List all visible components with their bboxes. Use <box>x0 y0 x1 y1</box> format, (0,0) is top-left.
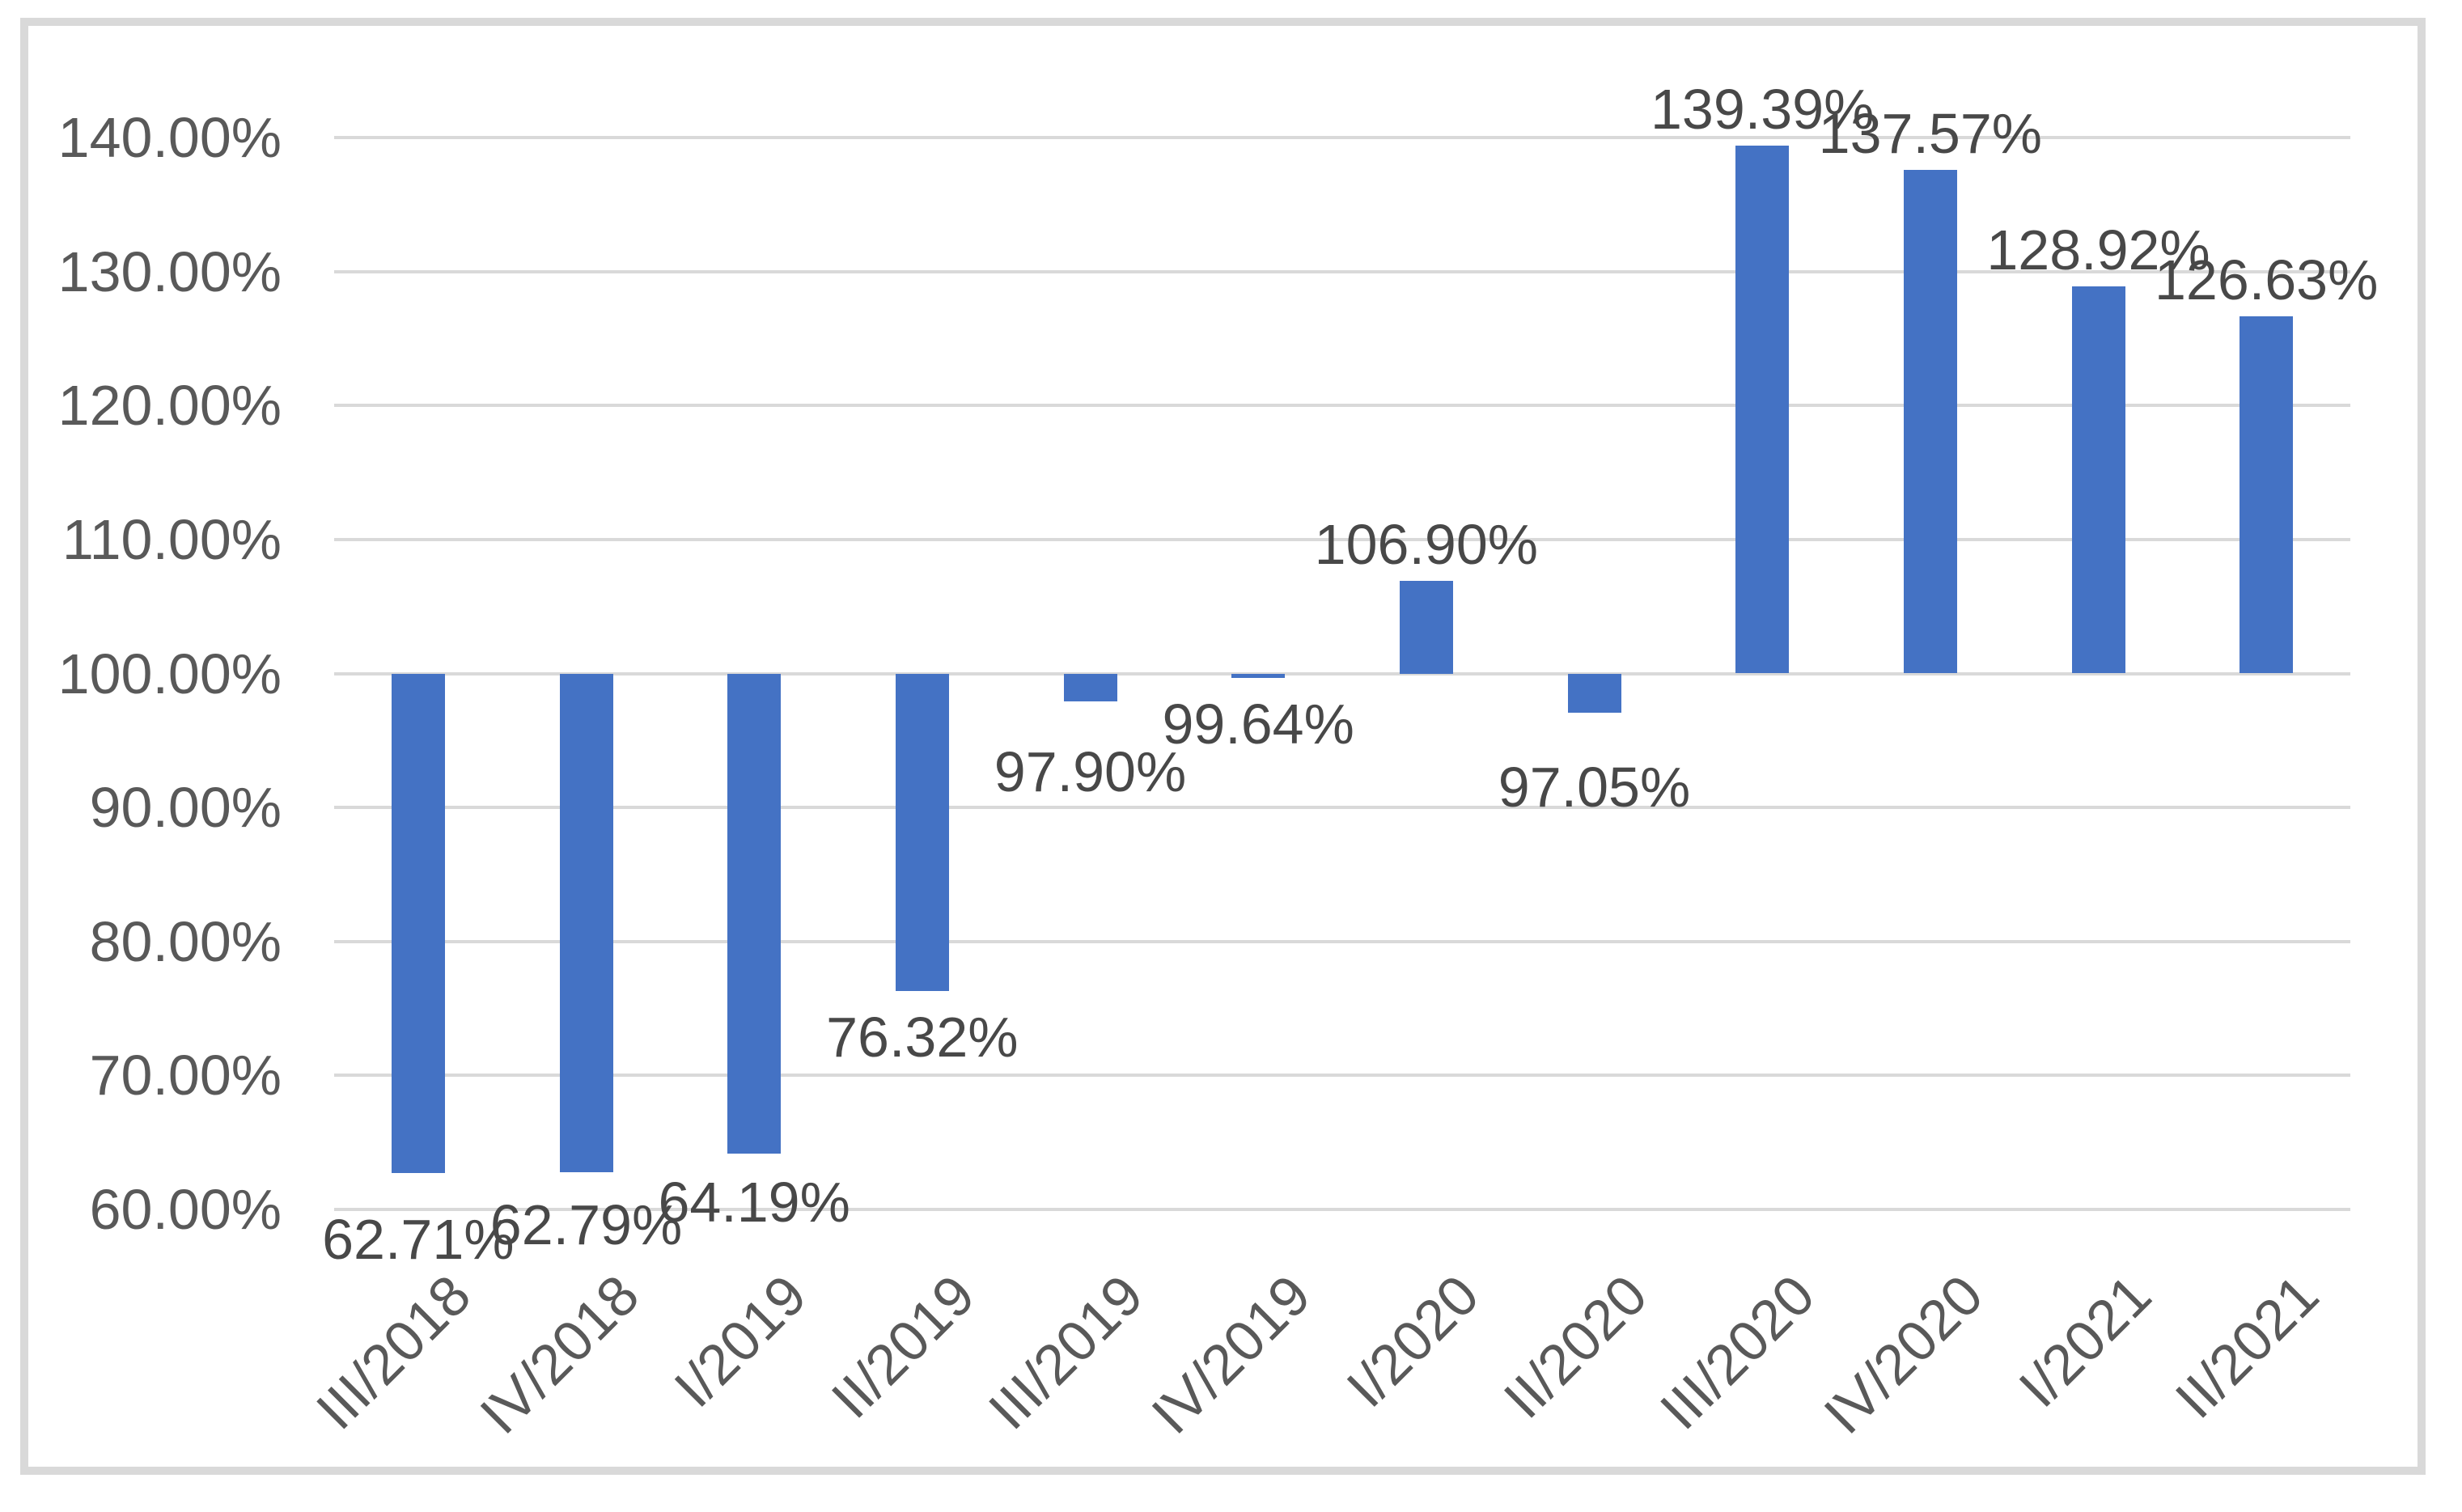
x-axis-category-label: III/2020 <box>1648 1263 1827 1442</box>
bar-data-label: 99.64% <box>1162 692 1354 756</box>
bar-III-2019 <box>1063 673 1117 702</box>
x-axis-category-label: II/2021 <box>2163 1263 2331 1430</box>
bar-data-label: 137.57% <box>1818 102 2042 166</box>
bar-II-2019 <box>895 673 949 991</box>
y-axis-tick-label: 130.00% <box>57 239 282 303</box>
bar-data-label: 97.90% <box>994 740 1187 804</box>
y-axis-tick-label: 110.00% <box>61 507 282 571</box>
x-axis-category-label: I/2021 <box>2006 1263 2163 1420</box>
bar-data-label: 97.05% <box>1498 756 1691 820</box>
y-axis-tick-label: 90.00% <box>89 776 282 840</box>
y-axis-tick-label: 80.00% <box>89 909 282 973</box>
bar-IV-2019 <box>1231 673 1286 679</box>
x-axis-category-label: III/2018 <box>304 1263 483 1442</box>
gridline <box>334 1208 2350 1211</box>
x-axis-category-label: III/2019 <box>976 1263 1155 1442</box>
bar-IV-2018 <box>559 673 613 1172</box>
bar-data-label: 64.19% <box>658 1170 850 1234</box>
y-axis-tick-label: 100.00% <box>57 642 282 705</box>
bar-IV-2020 <box>1903 170 1957 674</box>
x-axis-category-label: I/2019 <box>662 1263 819 1420</box>
gridline <box>334 404 2350 408</box>
bar-II-2021 <box>2240 316 2294 674</box>
x-axis-category-label: II/2020 <box>1491 1263 1659 1430</box>
bar-data-label: 128.92% <box>1986 218 2210 282</box>
gridline <box>334 671 2350 676</box>
bar-I-2021 <box>2071 286 2125 674</box>
x-axis-category-label: II/2019 <box>819 1263 987 1430</box>
x-axis-category-label: IV/2020 <box>1812 1263 1995 1446</box>
x-axis-category-label: IV/2018 <box>468 1263 650 1446</box>
bar-I-2019 <box>727 673 782 1154</box>
x-axis-category-label: I/2020 <box>1334 1263 1491 1420</box>
bar-I-2020 <box>1399 581 1453 674</box>
y-axis-tick-label: 60.00% <box>89 1178 282 1241</box>
y-axis-tick-label: 140.00% <box>57 106 282 169</box>
y-axis-tick-label: 120.00% <box>57 374 282 438</box>
bar-data-label: 139.39% <box>1650 78 1875 142</box>
bar-data-label: 106.90% <box>1314 513 1538 577</box>
bar-data-label: 62.79% <box>489 1192 683 1256</box>
gridline <box>334 806 2350 810</box>
bar-data-label: 126.63% <box>2154 248 2379 312</box>
bar-data-label: 62.71% <box>322 1208 515 1272</box>
gridline <box>334 537 2350 541</box>
gridline <box>334 136 2350 139</box>
bar-II-2020 <box>1567 673 1621 714</box>
gridline <box>334 269 2350 273</box>
x-axis-category-label: IV/2019 <box>1139 1263 1323 1446</box>
gridline <box>334 939 2350 943</box>
gridline <box>334 1074 2350 1078</box>
bar-data-label: 76.32% <box>826 1005 1019 1069</box>
bar-III-2020 <box>1735 146 1790 674</box>
bar-III-2018 <box>391 673 445 1174</box>
y-axis-tick-label: 70.00% <box>89 1044 282 1108</box>
